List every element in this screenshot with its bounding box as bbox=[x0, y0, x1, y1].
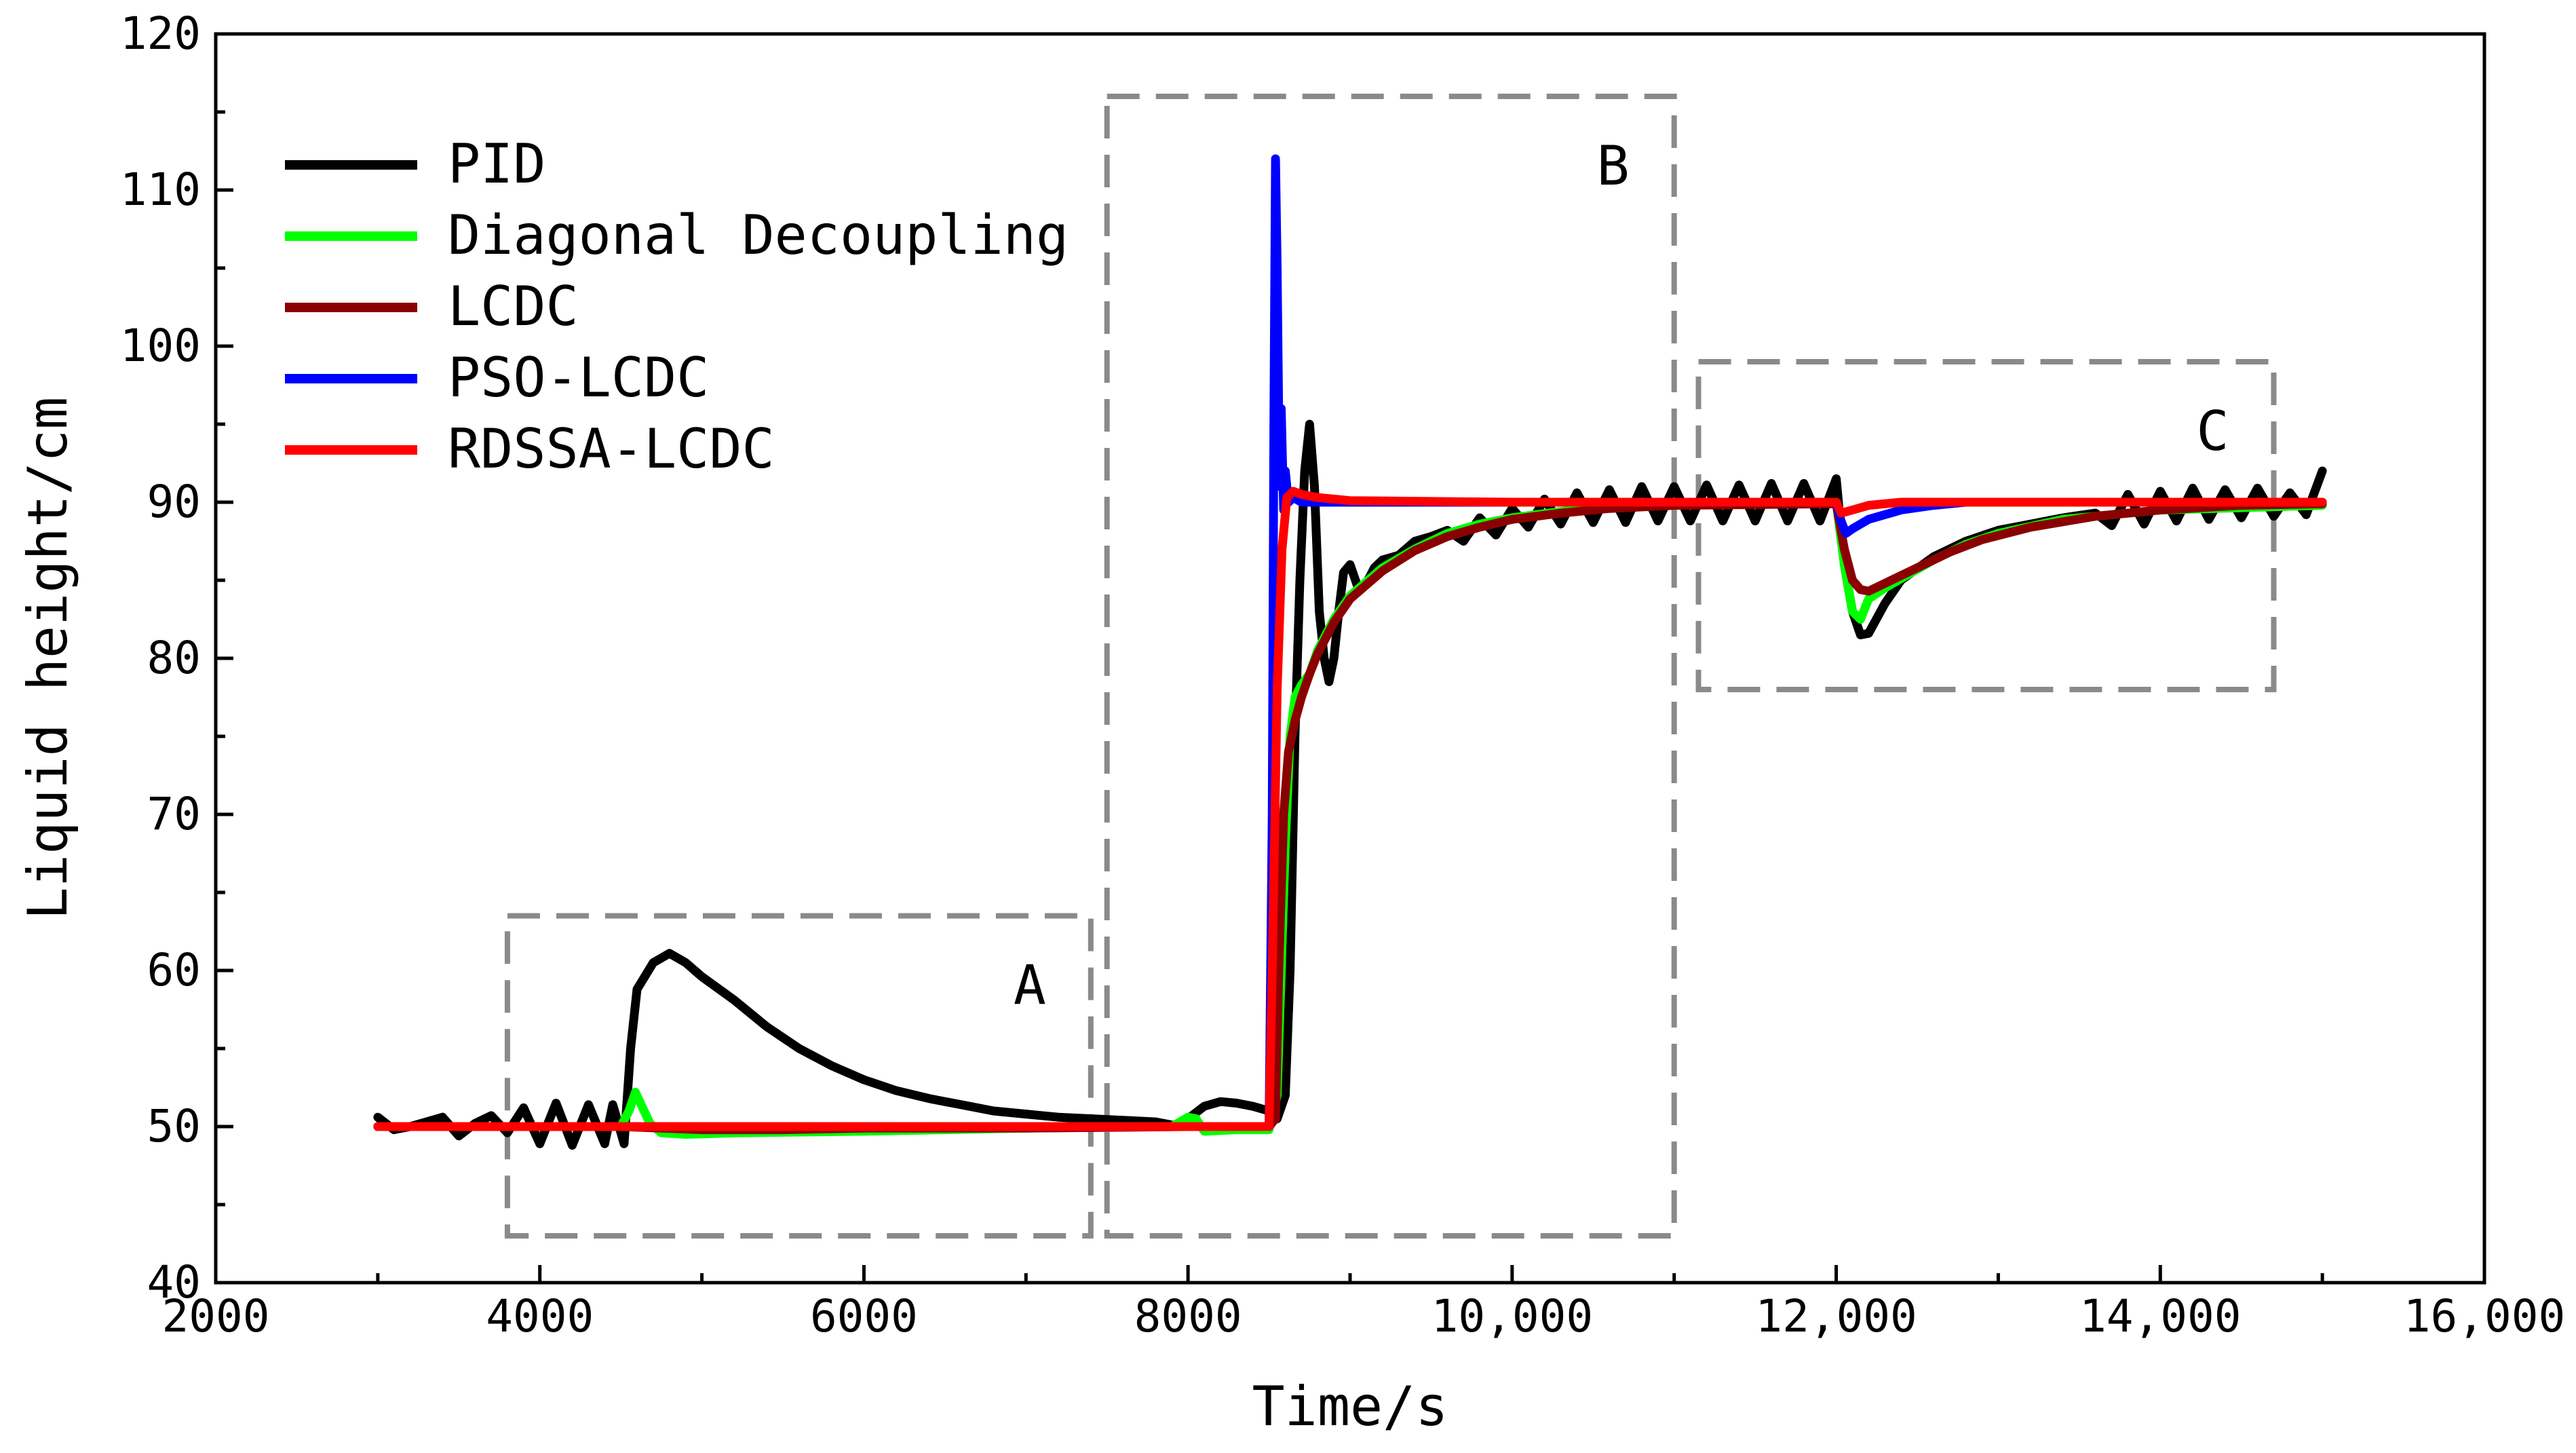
x-tick-label: 14,000 bbox=[2079, 1290, 2241, 1342]
y-tick-label: 60 bbox=[147, 944, 201, 996]
x-tick-label: 10,000 bbox=[1431, 1290, 1593, 1342]
x-tick-label: 8000 bbox=[1134, 1290, 1242, 1342]
y-tick-label: 90 bbox=[147, 476, 201, 528]
y-tick-label: 120 bbox=[120, 7, 201, 60]
y-tick-label: 40 bbox=[147, 1256, 201, 1308]
series-line-lcdc bbox=[373, 499, 2327, 1135]
x-tick-label: 2000 bbox=[162, 1290, 270, 1342]
y-tick-label: 50 bbox=[147, 1100, 201, 1152]
x-tick-label: 16,000 bbox=[2404, 1290, 2565, 1342]
region-box-b bbox=[1104, 94, 1677, 1239]
region-label-b: B bbox=[1597, 134, 1630, 197]
x-tick-label: 6000 bbox=[810, 1290, 918, 1342]
region-label-a: A bbox=[1014, 954, 1046, 1017]
x-tick-label: 4000 bbox=[486, 1290, 594, 1342]
y-tick-label: 80 bbox=[147, 632, 201, 684]
legend-label: Diagonal Decoupling bbox=[448, 204, 1069, 267]
x-axis-title: Time/s bbox=[1252, 1375, 1448, 1438]
legend-label: LCDC bbox=[448, 275, 579, 338]
legend-label: PID bbox=[448, 132, 546, 195]
region-box-c bbox=[1695, 359, 2277, 692]
series-line-pid bbox=[373, 419, 2327, 1150]
x-tick-label: 12,000 bbox=[1755, 1290, 1917, 1342]
legend-label: RDSSA-LCDC bbox=[448, 417, 775, 480]
region-box-a bbox=[504, 913, 1094, 1239]
series-line-pso-lcdc bbox=[373, 154, 2327, 1131]
y-tick-label: 110 bbox=[120, 164, 201, 216]
series-line-rdssa-lcdc bbox=[373, 487, 2327, 1131]
y-tick-label: 70 bbox=[147, 788, 201, 840]
region-label-c: C bbox=[2196, 400, 2229, 463]
legend: PID Diagonal Decoupling LCDC PSO-LCDC RDSSA-… bbox=[285, 132, 1069, 480]
legend-label: PSO-LCDC bbox=[448, 346, 709, 409]
y-tick-label: 100 bbox=[120, 320, 201, 372]
y-axis-title: Liquid height/cm bbox=[16, 397, 79, 920]
